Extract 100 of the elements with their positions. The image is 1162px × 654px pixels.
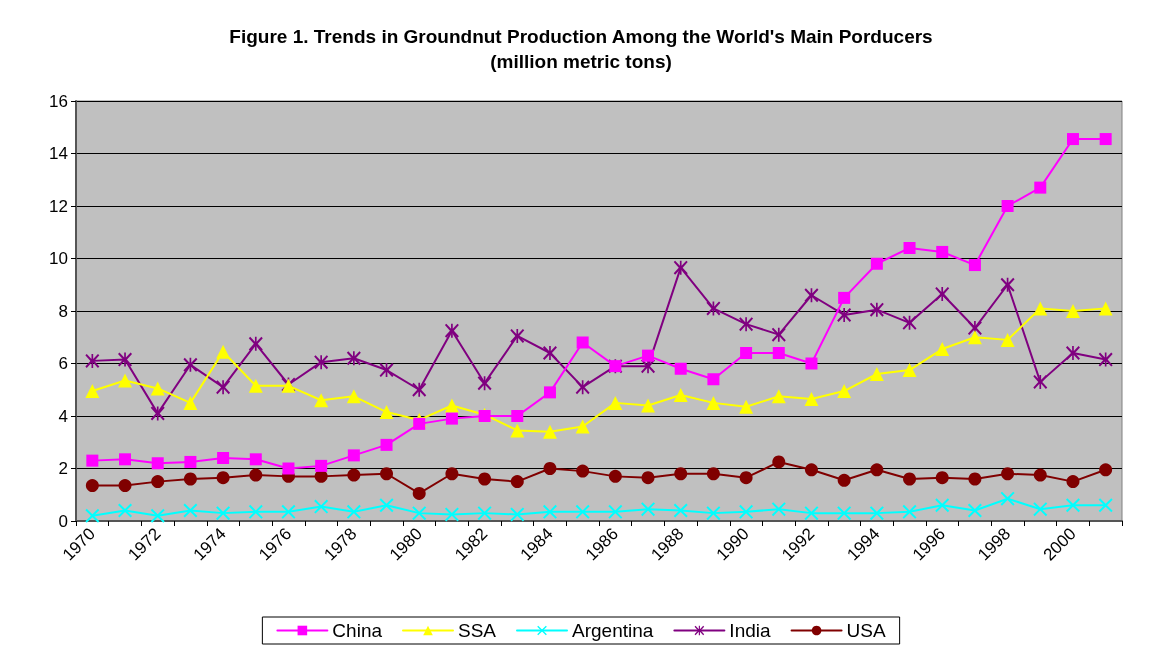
- point: [216, 344, 231, 359]
- point: [576, 464, 590, 478]
- point: [805, 357, 818, 370]
- legend-label: China: [332, 620, 383, 641]
- y-tick-label: 4: [58, 406, 68, 426]
- point: [935, 286, 950, 301]
- point: [674, 467, 688, 481]
- point: [1033, 301, 1048, 316]
- point: [902, 504, 917, 519]
- point: [85, 353, 100, 368]
- point: [673, 260, 688, 275]
- point: [1099, 133, 1112, 146]
- point: [477, 506, 492, 521]
- point: [542, 504, 557, 519]
- point: [1065, 304, 1080, 318]
- point: [510, 423, 525, 438]
- point: [1098, 498, 1113, 513]
- point: [151, 475, 165, 489]
- point: [183, 395, 198, 410]
- point: [804, 463, 818, 477]
- point: [542, 424, 557, 439]
- point: [511, 410, 524, 422]
- point: [936, 245, 949, 258]
- point: [739, 317, 754, 332]
- point: [935, 471, 949, 485]
- point: [510, 475, 524, 489]
- point: [1065, 346, 1080, 360]
- point: [673, 503, 688, 518]
- point: [608, 504, 623, 519]
- point: [869, 302, 884, 317]
- point: [543, 386, 556, 399]
- point: [804, 506, 819, 521]
- y-tick-label: 2: [58, 459, 68, 478]
- point: [739, 504, 754, 519]
- point: [1099, 463, 1113, 477]
- point: [1065, 498, 1080, 513]
- point: [248, 504, 263, 519]
- point: [837, 384, 852, 399]
- point: [837, 473, 851, 487]
- point: [85, 384, 100, 399]
- chart-title: Figure 1. Trends in Groundnut Production Among the World's Main Porducers: [229, 26, 933, 47]
- legend-label: Argentina: [572, 620, 654, 641]
- point: [707, 373, 720, 386]
- point: [575, 419, 590, 434]
- point: [216, 471, 230, 485]
- point: [967, 321, 982, 336]
- point: [641, 398, 656, 413]
- point: [772, 455, 786, 469]
- point: [1034, 181, 1047, 194]
- point: [837, 506, 852, 521]
- point: [1066, 475, 1080, 489]
- legend-label: SSA: [458, 620, 497, 641]
- y-tick-label: 14: [49, 144, 68, 163]
- point: [86, 454, 99, 467]
- point: [216, 506, 231, 521]
- point: [119, 453, 132, 466]
- point: [249, 468, 263, 482]
- point: [346, 389, 361, 404]
- point: [346, 504, 361, 519]
- point: [412, 506, 427, 521]
- point: [150, 508, 165, 523]
- legend-label: USA: [846, 620, 886, 641]
- point: [445, 467, 459, 481]
- point: [510, 328, 525, 343]
- point: [281, 504, 296, 519]
- point: [478, 472, 492, 486]
- point: [739, 399, 754, 414]
- point: [706, 395, 721, 410]
- legend-label: India: [729, 620, 771, 641]
- y-tick-label: 16: [49, 91, 68, 111]
- point: [968, 472, 982, 486]
- point: [118, 373, 133, 388]
- point: [870, 257, 883, 270]
- point: [150, 381, 165, 396]
- point: [772, 347, 785, 359]
- point: [510, 507, 525, 522]
- point: [838, 291, 851, 304]
- point: [1000, 277, 1015, 292]
- point: [1001, 467, 1015, 481]
- point: [477, 376, 492, 391]
- point: [804, 391, 819, 406]
- point: [902, 315, 917, 330]
- point: [673, 388, 688, 402]
- point: [183, 503, 198, 518]
- chart-subtitle: (million metric tons): [490, 51, 672, 72]
- point: [1001, 200, 1014, 212]
- point: [184, 455, 197, 468]
- point: [1033, 502, 1048, 517]
- point: [444, 507, 459, 522]
- point: [314, 499, 329, 514]
- point: [543, 462, 557, 475]
- y-tick-label: 8: [58, 301, 68, 321]
- y-tick-label: 6: [58, 354, 68, 373]
- point: [576, 336, 589, 349]
- point: [641, 502, 656, 517]
- point: [869, 367, 884, 381]
- point: [85, 508, 100, 523]
- point: [804, 288, 819, 303]
- point: [903, 472, 917, 486]
- point: [935, 342, 950, 357]
